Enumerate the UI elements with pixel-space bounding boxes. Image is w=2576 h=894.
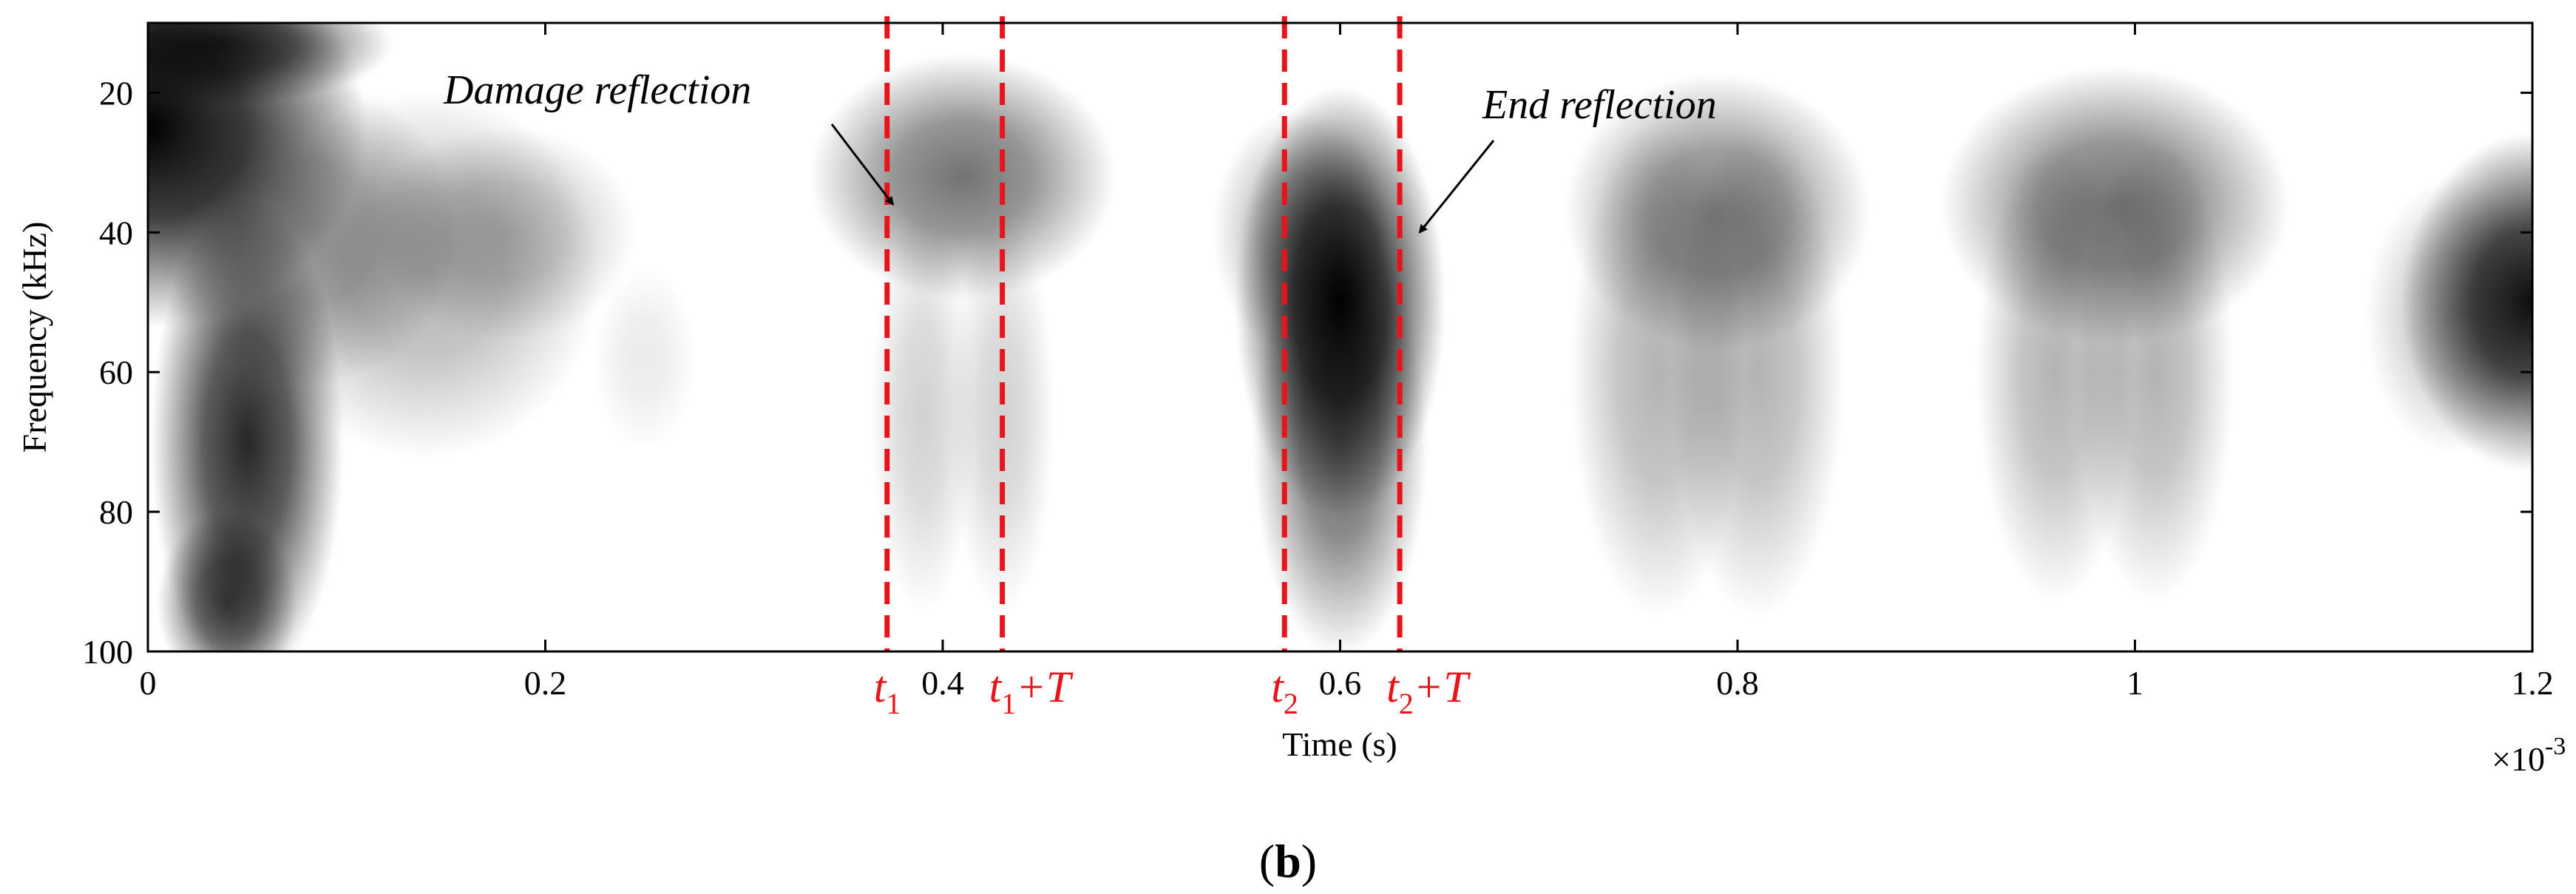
intensity-blob	[809, 53, 1116, 299]
annotations: Damage reflection End reflection	[443, 67, 1717, 234]
x-multiplier-exp: -3	[2545, 733, 2566, 760]
y-tick-label: 80	[99, 493, 133, 531]
x-axis: 0 0.2 0.4 0.6 0.8 1 1.2	[140, 23, 2554, 702]
time-marker-label: t2	[1271, 663, 1298, 720]
y-tick-label: 60	[99, 353, 133, 391]
x-tick-label: 0.8	[1716, 664, 1759, 702]
annotation-arrow	[1418, 140, 1495, 234]
panel-label: (b)	[1259, 835, 1317, 887]
time-marker-label: t2+T	[1386, 663, 1471, 720]
y-tick-label: 20	[99, 74, 133, 112]
x-axis-multiplier: ×10-3	[2492, 733, 2566, 778]
y-tick-label: 40	[99, 214, 133, 251]
intensity-blob	[1253, 226, 1428, 651]
time-marker-subscript: 1	[886, 687, 901, 720]
time-marker-label: t1+T	[989, 663, 1074, 720]
intensity-blob	[592, 265, 697, 450]
intensity-blob	[949, 214, 1055, 614]
x-axis-label: Time (s)	[1282, 725, 1397, 763]
x-tick-label: 0.2	[524, 664, 567, 702]
panel-label-close: )	[1301, 835, 1317, 887]
intensity-blob	[2365, 177, 2532, 455]
time-marker-subscript: 2	[1284, 687, 1298, 720]
time-marker-symbol: t	[874, 663, 887, 711]
time-marker-label: t1	[874, 663, 901, 720]
annotation-label: End reflection	[1482, 82, 1717, 128]
y-tick-label: 100	[82, 633, 133, 671]
x-tick-label: 0.6	[1319, 664, 1362, 702]
x-tick-label: 1	[2126, 664, 2143, 702]
intensity-blob	[2075, 141, 2234, 603]
time-marker-suffix: +T	[1414, 663, 1471, 711]
time-marker-symbol: t	[1386, 663, 1400, 711]
time-marker-suffix: +T	[1016, 663, 1073, 711]
x-tick-label: 1.2	[2511, 664, 2554, 702]
x-tick-label: 0	[140, 664, 157, 702]
panel-label-letter: b	[1275, 835, 1301, 887]
intensity-blob	[374, 124, 637, 340]
time-markers: t1 t1+T t2 t2+T	[874, 16, 1471, 720]
time-marker-symbol: t	[1271, 663, 1284, 711]
y-axis: 20 40 60 80 100	[82, 74, 2532, 671]
x-multiplier-base: ×10	[2492, 740, 2545, 778]
intensity-blob	[1670, 126, 1845, 618]
annotation-arrow	[830, 123, 895, 206]
x-tick-label: 0.4	[921, 664, 964, 702]
time-marker-symbol: t	[989, 663, 1003, 711]
time-marker-subscript: 1	[1001, 687, 1016, 720]
y-axis-label: Frequency (kHz)	[16, 222, 53, 453]
intensity-blob	[157, 510, 298, 651]
time-marker-subscript: 2	[1399, 687, 1414, 720]
annotation-label: Damage reflection	[443, 67, 751, 113]
panel-label-open: (	[1259, 835, 1275, 887]
intensity-blob	[870, 214, 976, 614]
